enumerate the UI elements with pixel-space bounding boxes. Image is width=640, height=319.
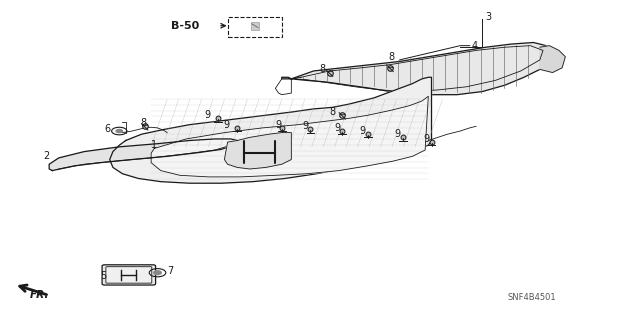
Text: 9: 9 — [204, 110, 211, 120]
Polygon shape — [109, 77, 431, 183]
Text: 7: 7 — [167, 266, 173, 276]
Text: 8: 8 — [388, 52, 394, 62]
Text: 4: 4 — [472, 41, 478, 51]
Polygon shape — [540, 46, 565, 72]
Text: 5: 5 — [100, 271, 106, 281]
Text: 9: 9 — [334, 123, 340, 133]
Text: 8: 8 — [319, 64, 325, 74]
FancyBboxPatch shape — [102, 265, 156, 285]
Polygon shape — [49, 139, 237, 171]
Text: 2: 2 — [43, 151, 49, 161]
Polygon shape — [282, 42, 552, 95]
Text: 9: 9 — [275, 120, 282, 130]
Text: 8: 8 — [140, 118, 147, 128]
Text: SNF4B4501: SNF4B4501 — [507, 293, 556, 301]
FancyBboxPatch shape — [106, 267, 152, 283]
Text: 9: 9 — [223, 120, 230, 130]
Text: 9: 9 — [394, 129, 401, 139]
FancyBboxPatch shape — [228, 17, 282, 37]
Circle shape — [154, 271, 161, 275]
Text: 9: 9 — [424, 134, 430, 144]
Polygon shape — [151, 96, 428, 177]
Polygon shape — [225, 133, 291, 169]
Text: 9: 9 — [360, 126, 365, 136]
Text: 6: 6 — [105, 124, 111, 135]
Text: FR.: FR. — [30, 290, 49, 300]
Text: 8: 8 — [330, 107, 336, 117]
Text: 9: 9 — [303, 121, 309, 131]
Circle shape — [116, 130, 122, 133]
Text: 3: 3 — [486, 11, 492, 22]
Text: B-50: B-50 — [171, 21, 199, 31]
Text: 1: 1 — [152, 140, 157, 150]
